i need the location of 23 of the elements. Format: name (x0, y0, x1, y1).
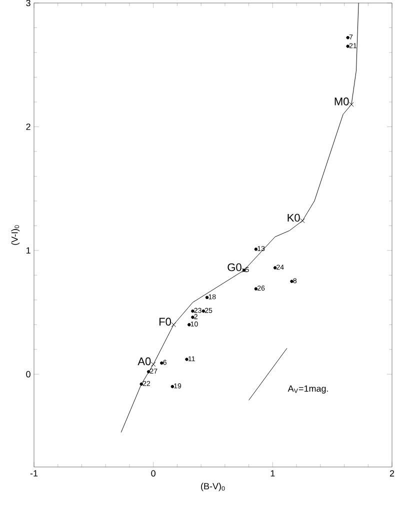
annotation: A$_{V}$=1mag. (288, 385, 328, 394)
x-tick-label: 0 (151, 470, 156, 477)
x-tick-label: 1 (270, 470, 275, 476)
point (171, 322, 176, 328)
point (346, 36, 350, 40)
y-axis-title: (V-I)$_{0}$ (11, 225, 20, 245)
annotation: M0 (334, 98, 349, 106)
annotation: F0 (159, 318, 171, 326)
x-axis-title: (B-V)$_{0}$ (201, 482, 225, 492)
annotation: K0 (288, 214, 300, 222)
point (349, 102, 354, 107)
annotation: A0 (138, 357, 151, 366)
y-tick-label: 1 (26, 247, 30, 254)
x-tick-label: 2 (390, 470, 394, 476)
y-tick-label: 2 (26, 124, 30, 130)
point (185, 358, 188, 361)
annotation: G0 (228, 263, 242, 272)
point (150, 362, 156, 367)
point (300, 218, 305, 224)
y-tick-label: 0 (26, 371, 30, 378)
y-tick-label: 3 (26, 0, 30, 6)
x-tick-label: -1 (30, 470, 38, 476)
line-series (120, 2, 359, 433)
